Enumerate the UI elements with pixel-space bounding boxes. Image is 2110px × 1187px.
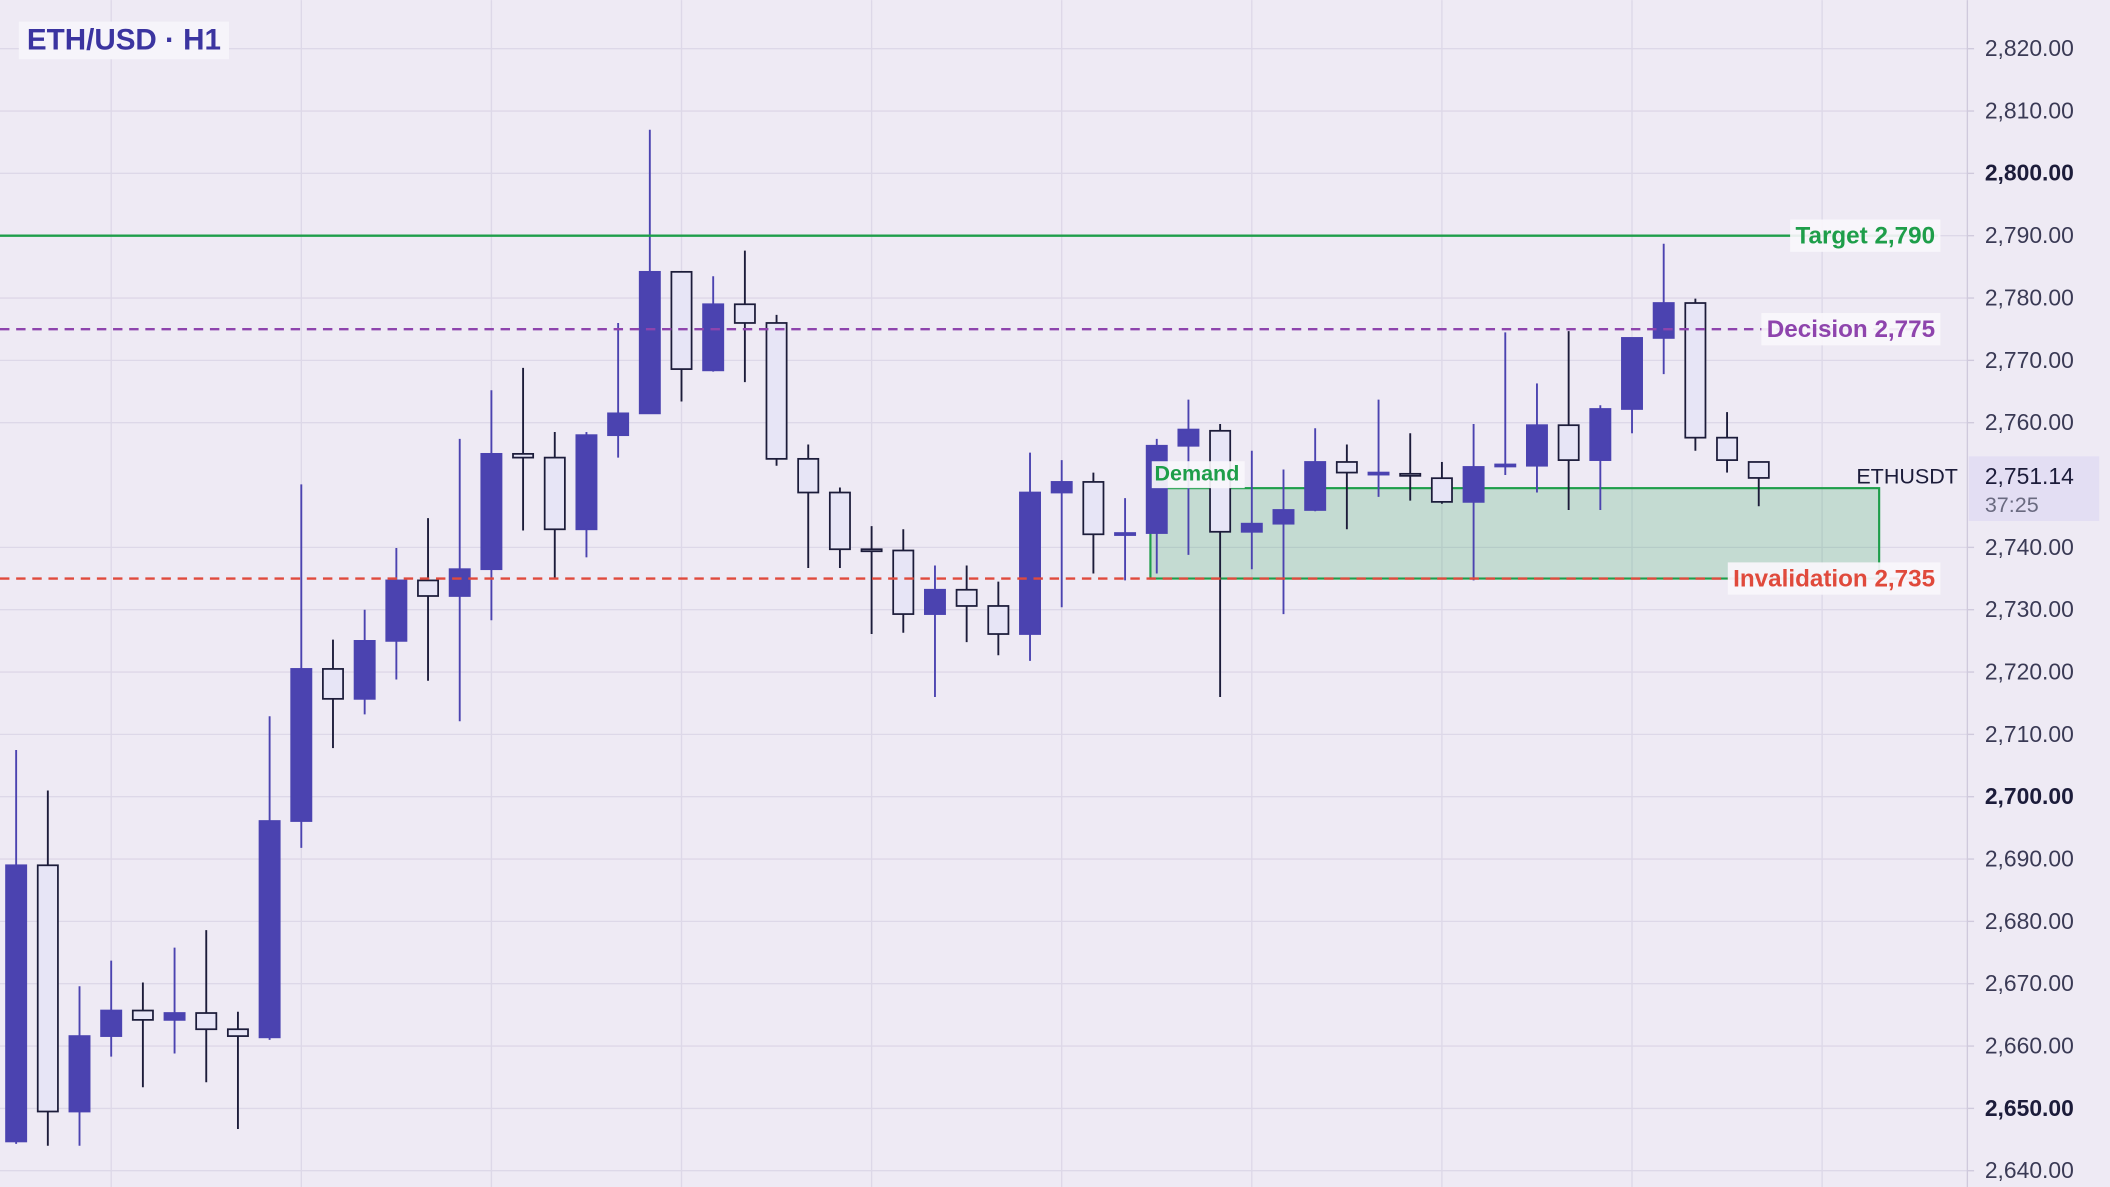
y-tick-label: 2,790.00 bbox=[1985, 222, 2074, 248]
level-label-background bbox=[1761, 313, 1941, 346]
candle-body bbox=[607, 412, 630, 437]
y-tick-label: 2,730.00 bbox=[1985, 596, 2074, 622]
y-tick-label: 2,700.00 bbox=[1985, 783, 2074, 809]
candle-body bbox=[1019, 491, 1041, 635]
y-tick-label: 2,710.00 bbox=[1985, 721, 2074, 747]
candle-body bbox=[226, 1028, 249, 1037]
candle-body bbox=[100, 1009, 123, 1037]
y-tick-label: 2,650.00 bbox=[1985, 1095, 2074, 1121]
last-price-box bbox=[1968, 456, 2100, 521]
candle-body bbox=[1177, 428, 1200, 447]
candle-body bbox=[638, 270, 661, 415]
candle-body bbox=[1652, 302, 1675, 339]
candle-body bbox=[1430, 477, 1453, 503]
y-tick-label: 2,770.00 bbox=[1985, 347, 2074, 373]
candle-body bbox=[448, 568, 471, 597]
y-tick-label: 2,660.00 bbox=[1985, 1032, 2074, 1058]
y-tick-label: 2,820.00 bbox=[1985, 35, 2074, 61]
candle-body bbox=[702, 303, 725, 372]
candle-body bbox=[1082, 481, 1105, 536]
candle-body bbox=[480, 452, 503, 571]
chart-title: ETH/USD · H1 bbox=[27, 24, 221, 57]
candle-body bbox=[36, 864, 59, 1113]
candle-body bbox=[131, 1009, 154, 1021]
candle-body bbox=[1747, 461, 1770, 479]
y-tick-label: 2,720.00 bbox=[1985, 658, 2074, 684]
level-label: Decision 2,775 bbox=[1767, 316, 1935, 343]
candle-body bbox=[1050, 481, 1073, 494]
candle-body bbox=[1525, 424, 1548, 467]
candle-body bbox=[670, 270, 693, 370]
zone-label: Demand bbox=[1154, 461, 1239, 485]
candle-body bbox=[1557, 424, 1580, 461]
y-tick-label: 2,780.00 bbox=[1985, 284, 2074, 310]
candle-body bbox=[797, 457, 820, 494]
zone-label-background bbox=[1151, 461, 1245, 489]
level-label-background bbox=[1727, 562, 1941, 595]
candle-body bbox=[543, 456, 566, 531]
candle-body bbox=[1367, 471, 1390, 476]
candle-body bbox=[353, 640, 376, 700]
y-tick-label: 2,690.00 bbox=[1985, 845, 2074, 871]
title-background bbox=[18, 21, 230, 60]
candle-body bbox=[765, 322, 788, 460]
candle-body bbox=[924, 588, 946, 615]
countdown: 37:25 bbox=[1985, 493, 2039, 517]
candle-body bbox=[385, 579, 408, 642]
level-label: Target 2,790 bbox=[1796, 222, 1936, 249]
candle-body bbox=[733, 303, 756, 324]
candle-body bbox=[1716, 436, 1739, 461]
y-tick-label: 2,640.00 bbox=[1985, 1157, 2074, 1183]
candle-body bbox=[1114, 532, 1137, 536]
y-tick-label: 2,760.00 bbox=[1985, 409, 2074, 435]
candle-body bbox=[1462, 466, 1485, 503]
price-axis: 2,640.00 2,650.00 2,660.00 2,670.00 2,680.00… bbox=[1856, 35, 2100, 1183]
y-tick-label: 2,800.00 bbox=[1985, 160, 2074, 186]
y-tick-label: 2,670.00 bbox=[1985, 970, 2074, 996]
candle-body bbox=[1589, 408, 1612, 461]
candle-body bbox=[1145, 444, 1168, 534]
candle-body bbox=[987, 605, 1010, 635]
candle-body bbox=[1684, 302, 1707, 439]
y-tick-label: 2,810.00 bbox=[1985, 97, 2074, 123]
candle-body bbox=[1240, 522, 1263, 533]
symbol-label: ETHUSDT bbox=[1856, 465, 1958, 489]
candle-body bbox=[417, 579, 440, 597]
candle-body bbox=[1304, 461, 1327, 511]
candle-body bbox=[1621, 337, 1643, 410]
candle-body bbox=[1335, 461, 1358, 474]
candle-body bbox=[892, 549, 915, 615]
candle-body bbox=[828, 491, 851, 551]
candle-body bbox=[860, 548, 883, 553]
candle-body bbox=[290, 668, 313, 822]
candle-body bbox=[575, 434, 598, 531]
candle-body bbox=[258, 820, 281, 1039]
candle-body bbox=[195, 1012, 218, 1031]
y-tick-label: 2,680.00 bbox=[1985, 908, 2074, 934]
plot: Target 2,790 Decision 2,775 Invalidation 2… bbox=[0, 129, 1941, 1146]
candle-body bbox=[955, 588, 978, 607]
candle-body bbox=[1399, 472, 1422, 477]
y-tick-label: 2,740.00 bbox=[1985, 534, 2074, 560]
candle-body bbox=[163, 1012, 186, 1021]
candle-body bbox=[68, 1035, 91, 1113]
candle-body bbox=[512, 452, 535, 459]
candle-body bbox=[1494, 463, 1517, 468]
last-price-label: 2,751.14 bbox=[1985, 463, 2074, 489]
candle-body bbox=[5, 864, 28, 1143]
candle-body bbox=[322, 668, 344, 700]
level-label: Invalidation 2,735 bbox=[1733, 565, 1935, 592]
level-label-background bbox=[1790, 219, 1941, 252]
candle-body bbox=[1272, 509, 1295, 525]
